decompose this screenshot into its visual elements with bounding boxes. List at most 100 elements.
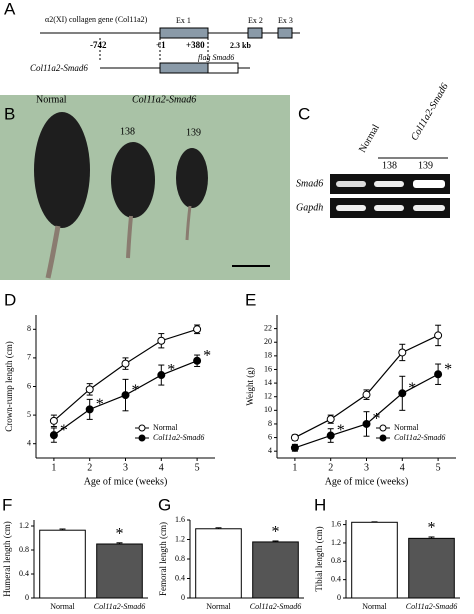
y-tick-label: 0.8	[175, 554, 185, 563]
legend-marker	[138, 424, 146, 432]
y-tick-label: 6	[27, 381, 31, 390]
legend-marker	[138, 434, 146, 442]
x-tick-label: Normal	[50, 602, 75, 611]
marker	[85, 385, 94, 394]
x-tick-label: 5	[436, 462, 441, 473]
significance: *	[337, 422, 345, 439]
x-tick-label: 3	[364, 462, 369, 473]
mouse-tail	[126, 215, 133, 259]
exon-box	[159, 62, 209, 74]
significance: *	[60, 422, 68, 439]
y-tick-label: 6	[268, 432, 272, 441]
lane-label: 138	[382, 160, 397, 171]
band	[336, 205, 366, 211]
significance: *	[132, 382, 140, 399]
significance: *	[96, 396, 104, 413]
band	[374, 181, 404, 187]
mouse-tail	[185, 205, 192, 241]
significance: *	[167, 362, 175, 379]
size-label: 2.3 kb	[230, 41, 251, 50]
construct-label: Col11a2-Smad6	[30, 63, 88, 73]
y-tick-label: 20	[264, 337, 272, 346]
significance: *	[203, 347, 211, 364]
marker	[326, 415, 335, 424]
y-axis-label: Weight (g)	[245, 367, 255, 406]
marker	[290, 443, 299, 452]
y-tick-label: 4	[268, 446, 272, 455]
x-tick-label: 1	[292, 462, 297, 473]
significance: *	[272, 524, 280, 541]
marker	[49, 431, 58, 440]
group-label: Col11a2-Smad6	[409, 81, 451, 142]
panel-label: F	[2, 495, 12, 514]
row-label: Gapdh	[296, 202, 323, 213]
insert-label: flag Smad6	[198, 53, 234, 62]
bar	[351, 521, 398, 599]
x-tick-label: Col11a2-Smad6	[94, 602, 145, 611]
exon-box	[277, 27, 293, 39]
marker	[326, 431, 335, 440]
marker	[398, 348, 407, 357]
panel-label: A	[4, 0, 16, 18]
legend-label: Col11a2-Smad6	[394, 433, 445, 442]
legend-label: Normal	[394, 423, 419, 432]
marker	[193, 356, 202, 365]
x-tick-label: Normal	[206, 602, 231, 611]
mouse-tail	[45, 225, 61, 279]
insert-box	[207, 62, 239, 74]
x-tick-label: Col11a2-Smad6	[250, 602, 301, 611]
y-tick-label: 1.2	[331, 538, 341, 547]
y-tick-label: 1.6	[331, 519, 341, 528]
y-tick-label: 0	[181, 593, 185, 602]
x-tick-label: Col11a2-Smad6	[406, 602, 457, 611]
legend-label: Normal	[153, 423, 178, 432]
marker	[193, 325, 202, 334]
marker	[434, 370, 443, 379]
position-label: -742	[90, 40, 107, 50]
exon-label: Ex 3	[278, 16, 293, 25]
x-tick-label: 2	[328, 462, 333, 473]
legend-label: Col11a2-Smad6	[153, 433, 204, 442]
panel-label: B	[4, 104, 15, 123]
panel-label: H	[314, 495, 326, 514]
marker	[362, 419, 371, 428]
legend-marker	[379, 434, 387, 442]
y-tick-label: 1.2	[175, 534, 185, 543]
band	[413, 180, 445, 188]
marker	[49, 416, 58, 425]
y-tick-label: 1.2	[19, 521, 29, 530]
panel-label: G	[158, 495, 171, 514]
significance: *	[116, 525, 124, 542]
y-tick-label: 8	[27, 324, 31, 333]
row-label: Smad6	[296, 178, 323, 189]
y-tick-label: 8	[268, 419, 272, 428]
y-tick-label: 4	[27, 439, 31, 448]
y-tick-label: 0.8	[331, 556, 341, 565]
y-tick-label: 0	[25, 593, 29, 602]
legend-marker	[379, 424, 387, 432]
marker	[290, 433, 299, 442]
significance: *	[408, 380, 416, 397]
y-tick-label: 14	[264, 378, 272, 387]
y-tick-label: 18	[264, 351, 272, 360]
y-tick-label: 1.6	[175, 515, 185, 524]
bar	[96, 543, 143, 599]
y-tick-label: 10	[264, 405, 272, 414]
y-tick-label: 0.4	[175, 573, 185, 582]
bar	[195, 528, 242, 599]
mouse	[34, 112, 90, 228]
y-tick-label: 0.8	[19, 545, 29, 554]
y-axis-label: Crown-rump length (cm)	[4, 341, 14, 431]
x-tick-label: Normal	[362, 602, 387, 611]
exon-box	[159, 27, 209, 39]
lane-label: 139	[418, 160, 433, 171]
y-tick-label: 22	[264, 323, 272, 332]
mouse-id: 139	[186, 127, 201, 138]
y-axis-label: Humeral length (cm)	[2, 521, 12, 596]
bar	[39, 529, 86, 599]
position-label: +380	[186, 40, 205, 50]
significance: *	[428, 520, 436, 537]
mouse	[111, 142, 155, 218]
marker	[85, 405, 94, 414]
y-tick-label: 0	[337, 593, 341, 602]
